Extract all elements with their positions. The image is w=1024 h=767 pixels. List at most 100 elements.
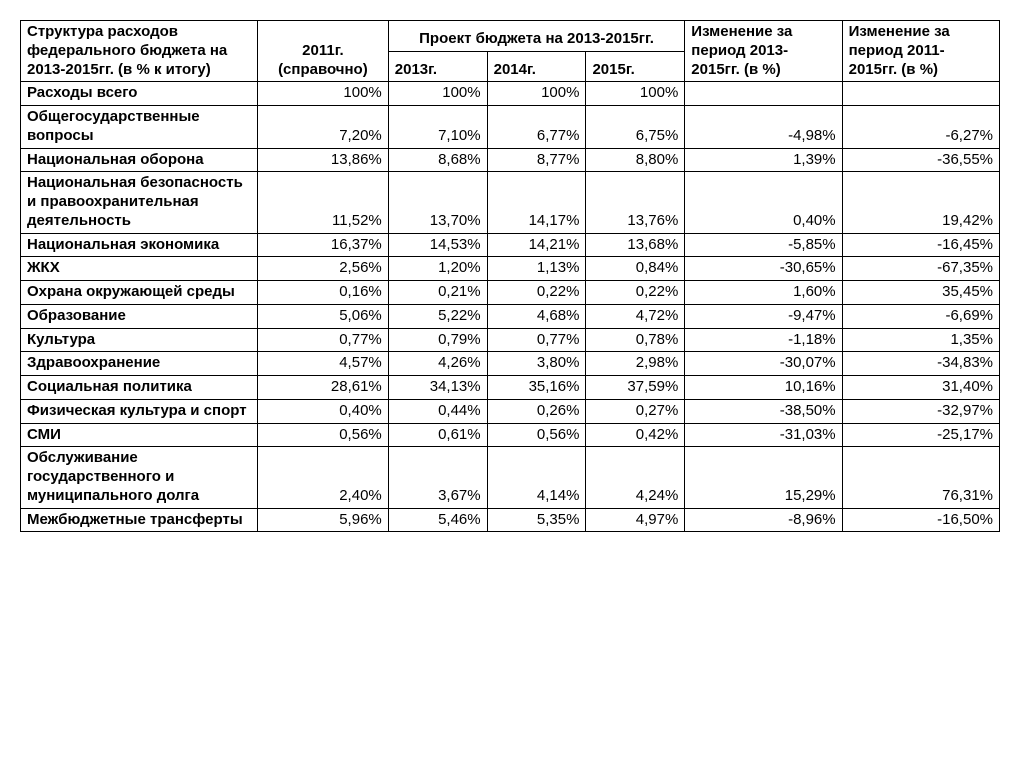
cell-chg1115 bbox=[842, 82, 999, 106]
row-label: Расходы всего bbox=[21, 82, 258, 106]
cell-ref: 5,06% bbox=[258, 304, 389, 328]
table-header: Структура расходов федерального бюджета … bbox=[21, 21, 1000, 82]
cell-ref: 0,40% bbox=[258, 399, 389, 423]
cell-chg1115: -32,97% bbox=[842, 399, 999, 423]
cell-2014: 4,14% bbox=[487, 447, 586, 508]
cell-2014: 4,68% bbox=[487, 304, 586, 328]
col-header-chg1115: Изменение за период 2011-2015гг. (в %) bbox=[842, 21, 999, 82]
cell-2013: 4,26% bbox=[388, 352, 487, 376]
cell-2015: 4,24% bbox=[586, 447, 685, 508]
table-row: Национальная оборона13,86%8,68%8,77%8,80… bbox=[21, 148, 1000, 172]
cell-ref: 0,16% bbox=[258, 281, 389, 305]
cell-ref: 16,37% bbox=[258, 233, 389, 257]
cell-ref: 2,56% bbox=[258, 257, 389, 281]
cell-2014: 8,77% bbox=[487, 148, 586, 172]
row-label: Национальная экономика bbox=[21, 233, 258, 257]
cell-2013: 0,79% bbox=[388, 328, 487, 352]
table-row: Расходы всего100%100%100%100% bbox=[21, 82, 1000, 106]
cell-chg1315: -30,65% bbox=[685, 257, 842, 281]
cell-2013: 0,61% bbox=[388, 423, 487, 447]
cell-chg1315: -1,18% bbox=[685, 328, 842, 352]
col-header-2015: 2015г. bbox=[586, 51, 685, 82]
table-row: Здравоохранение4,57%4,26%3,80%2,98%-30,0… bbox=[21, 352, 1000, 376]
cell-2015: 6,75% bbox=[586, 106, 685, 149]
cell-2013: 8,68% bbox=[388, 148, 487, 172]
row-label: Обслуживание государственного и муниципа… bbox=[21, 447, 258, 508]
cell-chg1315: 15,29% bbox=[685, 447, 842, 508]
cell-chg1115: -6,69% bbox=[842, 304, 999, 328]
table-body: Расходы всего100%100%100%100%Общегосудар… bbox=[21, 82, 1000, 532]
cell-2013: 100% bbox=[388, 82, 487, 106]
table-row: Культура0,77%0,79%0,77%0,78%-1,18%1,35% bbox=[21, 328, 1000, 352]
cell-chg1315: -30,07% bbox=[685, 352, 842, 376]
cell-ref: 13,86% bbox=[258, 148, 389, 172]
cell-2015: 37,59% bbox=[586, 376, 685, 400]
col-header-chg1315: Изменение за период 2013-2015гг. (в %) bbox=[685, 21, 842, 82]
cell-chg1115: 35,45% bbox=[842, 281, 999, 305]
cell-chg1115: -25,17% bbox=[842, 423, 999, 447]
row-label: ЖКХ bbox=[21, 257, 258, 281]
col-header-proj-group: Проект бюджета на 2013-2015гг. bbox=[388, 21, 685, 52]
row-label: Образование bbox=[21, 304, 258, 328]
col-header-ref: 2011г. (справочно) bbox=[258, 21, 389, 82]
cell-2014: 0,77% bbox=[487, 328, 586, 352]
row-label: Физическая культура и спорт bbox=[21, 399, 258, 423]
row-label: Общегосударственные вопросы bbox=[21, 106, 258, 149]
cell-chg1115: -16,50% bbox=[842, 508, 999, 532]
cell-chg1315: 0,40% bbox=[685, 172, 842, 233]
table-row: Национальная безопасность и правоохранит… bbox=[21, 172, 1000, 233]
row-label: Национальная оборона bbox=[21, 148, 258, 172]
cell-2013: 3,67% bbox=[388, 447, 487, 508]
cell-2014: 35,16% bbox=[487, 376, 586, 400]
row-label: Охрана окружающей среды bbox=[21, 281, 258, 305]
cell-2013: 0,44% bbox=[388, 399, 487, 423]
cell-2014: 0,26% bbox=[487, 399, 586, 423]
cell-2015: 2,98% bbox=[586, 352, 685, 376]
cell-chg1115: -34,83% bbox=[842, 352, 999, 376]
cell-2015: 100% bbox=[586, 82, 685, 106]
cell-ref: 0,77% bbox=[258, 328, 389, 352]
cell-chg1315: -31,03% bbox=[685, 423, 842, 447]
col-header-label: Структура расходов федерального бюджета … bbox=[21, 21, 258, 82]
cell-2013: 0,21% bbox=[388, 281, 487, 305]
table-row: СМИ0,56%0,61%0,56%0,42%-31,03%-25,17% bbox=[21, 423, 1000, 447]
cell-2013: 5,46% bbox=[388, 508, 487, 532]
cell-2014: 5,35% bbox=[487, 508, 586, 532]
cell-chg1115: 19,42% bbox=[842, 172, 999, 233]
table-row: Социальная политика28,61%34,13%35,16%37,… bbox=[21, 376, 1000, 400]
cell-2014: 0,56% bbox=[487, 423, 586, 447]
row-label: СМИ bbox=[21, 423, 258, 447]
row-label: Межбюджетные трансферты bbox=[21, 508, 258, 532]
cell-chg1115: 1,35% bbox=[842, 328, 999, 352]
cell-2015: 0,22% bbox=[586, 281, 685, 305]
cell-chg1315 bbox=[685, 82, 842, 106]
cell-2014: 14,17% bbox=[487, 172, 586, 233]
cell-ref: 11,52% bbox=[258, 172, 389, 233]
table-row: Общегосударственные вопросы7,20%7,10% 6,7… bbox=[21, 106, 1000, 149]
cell-chg1115: -16,45% bbox=[842, 233, 999, 257]
cell-chg1315: -38,50% bbox=[685, 399, 842, 423]
cell-2014: 0,22% bbox=[487, 281, 586, 305]
table-row: Национальная экономика16,37%14,53%14,21%… bbox=[21, 233, 1000, 257]
cell-chg1315: -9,47% bbox=[685, 304, 842, 328]
cell-2014: 3,80% bbox=[487, 352, 586, 376]
cell-ref: 7,20% bbox=[258, 106, 389, 149]
cell-chg1315: -8,96% bbox=[685, 508, 842, 532]
cell-2015: 0,27% bbox=[586, 399, 685, 423]
cell-ref: 0,56% bbox=[258, 423, 389, 447]
cell-ref: 2,40% bbox=[258, 447, 389, 508]
cell-2014: 1,13% bbox=[487, 257, 586, 281]
table-row: Образование5,06%5,22%4,68%4,72%-9,47%-6,… bbox=[21, 304, 1000, 328]
row-label: Культура bbox=[21, 328, 258, 352]
cell-2015: 0,84% bbox=[586, 257, 685, 281]
cell-2013: 1,20% bbox=[388, 257, 487, 281]
cell-2013: 7,10% bbox=[388, 106, 487, 149]
cell-2015: 4,97% bbox=[586, 508, 685, 532]
cell-chg1315: -5,85% bbox=[685, 233, 842, 257]
table-row: Обслуживание государственного и муниципа… bbox=[21, 447, 1000, 508]
cell-chg1315: 1,39% bbox=[685, 148, 842, 172]
table-row: Охрана окружающей среды0,16%0,21%0,22%0,… bbox=[21, 281, 1000, 305]
row-label: Социальная политика bbox=[21, 376, 258, 400]
cell-ref: 100% bbox=[258, 82, 389, 106]
col-header-2014: 2014г. bbox=[487, 51, 586, 82]
